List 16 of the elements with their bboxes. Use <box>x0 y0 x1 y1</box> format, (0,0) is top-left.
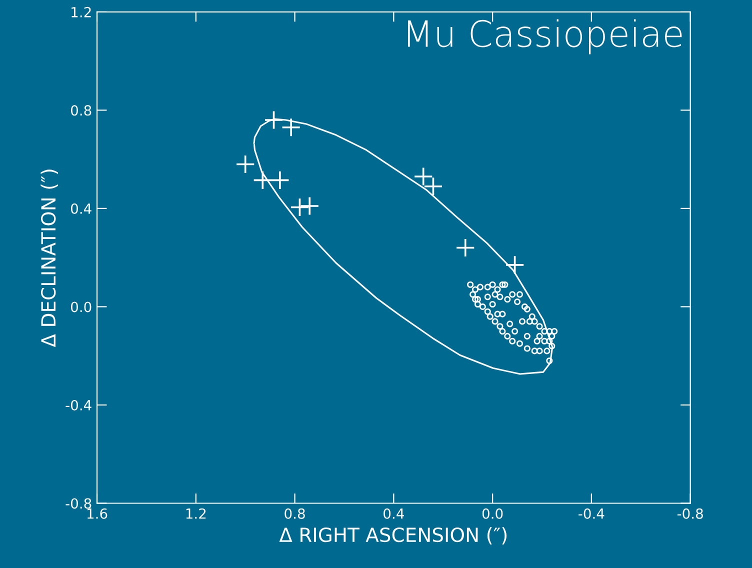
x-tick-label: 1.6 <box>87 508 108 519</box>
y-tick-label: 1.2 <box>72 6 91 18</box>
x-tick-label: 0.8 <box>284 508 305 519</box>
x-tick-label: 0.4 <box>384 508 404 519</box>
x-axis-title: Δ RIGHT ASCENSION (″) <box>279 527 507 544</box>
x-tick-label: 0.0 <box>482 508 503 519</box>
x-tick-label: 1.2 <box>186 508 206 519</box>
y-tick-label: 0.8 <box>70 105 92 116</box>
x-tick-label: -0.8 <box>677 508 703 519</box>
y-axis-title: Δ DECLINATION (″) <box>40 170 58 348</box>
y-tick-label: 0.4 <box>70 203 92 214</box>
chart-title: Mu Cassiopeiae <box>408 19 682 54</box>
y-tick-label: 0.0 <box>70 302 92 312</box>
y-tick-label: -0.8 <box>66 498 92 509</box>
x-tick-label: -0.4 <box>578 508 604 519</box>
y-tick-label: -0.4 <box>66 400 92 410</box>
